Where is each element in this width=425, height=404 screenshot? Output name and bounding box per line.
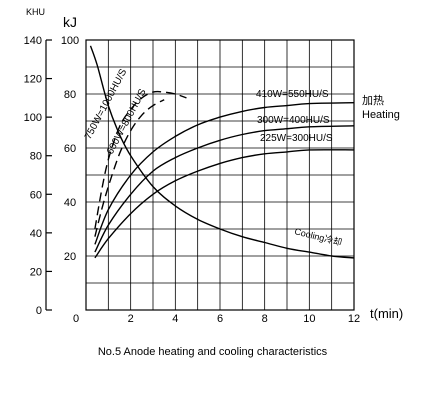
y-right-unit-label: kJ xyxy=(63,14,77,30)
series-line-3 xyxy=(94,90,187,230)
khu-tick-label: 140 xyxy=(24,35,42,47)
x-tick-label: 8 xyxy=(262,313,268,325)
khu-tick-label: 40 xyxy=(30,228,42,240)
khu-tick-label: 100 xyxy=(24,112,42,124)
khu-tick-label: 120 xyxy=(24,74,42,86)
series-line-5 xyxy=(89,45,355,259)
series-label-300w: 300W=400HU/S xyxy=(257,115,330,126)
x-tick-label: 4 xyxy=(172,313,178,325)
x-axis-unit-label: t(min) xyxy=(370,306,403,321)
kj-tick-label: 60 xyxy=(64,143,76,155)
series-line-0 xyxy=(94,102,355,245)
khu-tick-label: 20 xyxy=(30,266,42,278)
series-line-1 xyxy=(94,125,355,253)
heating-label-en: Heating xyxy=(362,109,400,121)
heating-label-cn: 加热 xyxy=(362,94,384,107)
x-tick-label: 0 xyxy=(73,313,79,325)
series-line-2 xyxy=(94,149,355,259)
chart-series xyxy=(89,45,355,259)
khu-tick-label: 80 xyxy=(30,151,42,163)
series-line-4 xyxy=(94,99,165,237)
chart-axes xyxy=(45,39,355,311)
x-tick-label: 10 xyxy=(303,313,315,325)
plot-frame xyxy=(85,39,355,311)
kj-tick-label: 40 xyxy=(64,197,76,209)
series-label-225w: 225W=300HU/S xyxy=(260,133,333,144)
khu-tick-label: 60 xyxy=(30,189,42,201)
khu-tick-label: 0 xyxy=(36,305,42,317)
kj-tick-label: 20 xyxy=(64,251,76,263)
series-label-410w: 410W=550HU/S xyxy=(256,89,329,100)
chart-tick-labels: 0 20 40 60 80 100 120 140 20 40 60 80 100 0 2 4 6 8 10 12 xyxy=(24,35,360,325)
x-tick-label: 12 xyxy=(348,313,360,325)
figure-caption: No.5 Anode heating and cooling character… xyxy=(97,346,328,358)
x-tick-label: 2 xyxy=(128,313,134,325)
y-left-unit-label: KHU xyxy=(26,7,45,17)
kj-tick-label: 100 xyxy=(61,35,79,47)
kj-tick-label: 80 xyxy=(64,89,76,101)
chart-grid xyxy=(85,39,355,311)
x-tick-label: 6 xyxy=(217,313,223,325)
